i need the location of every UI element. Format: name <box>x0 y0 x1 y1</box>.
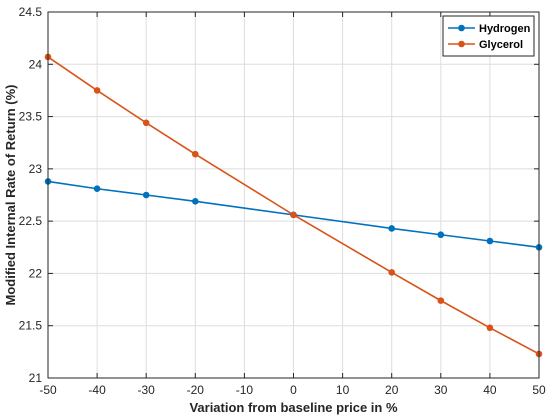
gridlines <box>48 12 539 378</box>
tick-marks <box>47 11 540 379</box>
legend-marker-glycerol <box>458 40 465 48</box>
data-point-glycerol <box>388 269 396 276</box>
data-point-hydrogen <box>192 197 199 205</box>
x-tick-label: 0 <box>290 383 297 397</box>
y-tick-label: 24.5 <box>19 5 43 19</box>
x-tick-label: 20 <box>385 383 399 397</box>
data-point-hydrogen <box>93 185 101 193</box>
x-axis-label: Variation from baseline price in % <box>189 400 398 415</box>
legend-label-glycerol: Glycerol <box>479 39 523 51</box>
legend-marker-hydrogen <box>458 24 465 32</box>
x-tick-label: 50 <box>532 383 546 397</box>
x-tick-labels: -50 -40 -30 -20 -10 0 10 20 30 40 50 <box>39 383 546 397</box>
series-glycerol <box>44 53 543 358</box>
y-tick-label: 22.5 <box>19 214 43 228</box>
y-axis-label: Modified Internal Rate of Return (%) <box>3 85 18 306</box>
legend: Hydrogen Glycerol <box>442 15 535 57</box>
legend-box <box>442 15 535 57</box>
data-point-glycerol <box>437 297 445 304</box>
data-point-glycerol <box>142 119 150 127</box>
data-point-hydrogen <box>388 225 396 232</box>
y-tick-label: 22 <box>29 266 43 280</box>
y-tick-label: 24 <box>29 57 43 71</box>
y-tick-label: 21.5 <box>19 319 43 333</box>
x-tick-label: 40 <box>483 383 497 397</box>
y-tick-labels: 21 21.5 22 22.5 23 23.5 24 24.5 <box>19 5 43 385</box>
x-tick-label: -40 <box>88 383 106 397</box>
data-point-glycerol <box>192 150 199 158</box>
data-point-glycerol <box>486 324 494 332</box>
x-tick-label: -10 <box>236 383 254 397</box>
data-point-glycerol <box>290 211 297 219</box>
data-point-hydrogen <box>142 191 150 199</box>
legend-label-hydrogen: Hydrogen <box>479 23 531 35</box>
y-tick-label: 21 <box>29 371 43 385</box>
series-layer <box>44 53 543 358</box>
data-point-glycerol <box>93 87 101 94</box>
y-tick-label: 23.5 <box>19 110 43 124</box>
x-tick-label: -20 <box>187 383 205 397</box>
y-tick-label: 23 <box>29 162 43 176</box>
data-point-hydrogen <box>486 237 494 245</box>
x-tick-label: -50 <box>39 383 57 397</box>
x-tick-label: -30 <box>138 383 156 397</box>
x-tick-label: 10 <box>336 383 350 397</box>
x-tick-label: 30 <box>434 383 448 397</box>
data-point-hydrogen <box>437 231 445 239</box>
